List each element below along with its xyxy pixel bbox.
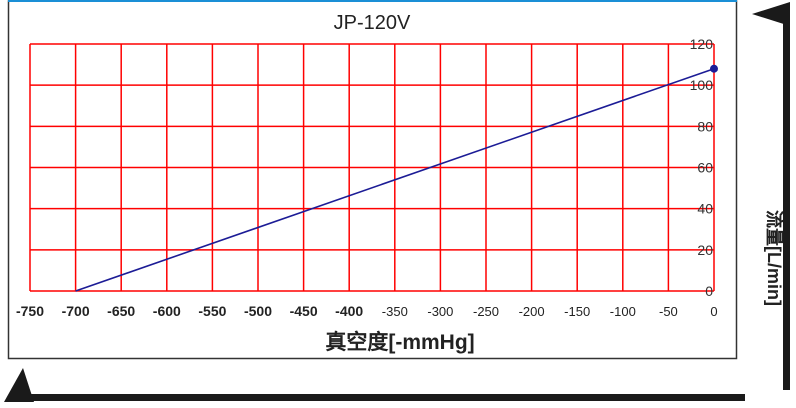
x-tick-label: 0 [710,304,717,319]
x-tick-label: -150 [564,304,590,319]
x-tick-label: -600 [153,303,181,319]
x-tick-label: -250 [473,304,499,319]
x-tick-label: -450 [290,303,318,319]
x-tick-label: -650 [107,303,135,319]
x-axis-label: 真空度[-mmHg] [325,330,474,354]
y-tick-label: 40 [697,201,713,217]
x-tick-label: -100 [610,304,636,319]
right-arrow-shaft [783,10,790,390]
series [75,64,718,292]
x-tick-label: -750 [16,303,44,319]
y-tick-label: 100 [690,77,714,93]
x-tick-label: -50 [659,304,678,319]
x-tick-label: -200 [519,304,545,319]
data-point-marker [710,64,718,73]
y-tick-label: 20 [697,242,713,258]
x-tick-label: -550 [198,303,226,319]
y-tick-label: 80 [697,118,713,134]
y-axis-label: 流量[L/min] [764,210,785,306]
y-tick-labels: 0 20 40 60 80 100 120 [690,36,714,299]
x-tick-label: -300 [427,304,453,319]
y-tick-label: 60 [697,160,713,176]
y-tick-label: 120 [690,36,714,52]
right-arrow-head-icon [752,2,790,26]
x-tick-labels: -750 -700 -650 -600 -550 -500 -450 -400 -350 -300… [16,303,718,319]
x-tick-label: -700 [62,303,90,319]
bottom-arrow-head-icon [4,368,34,402]
chart-title: JP-120V [334,12,411,34]
y-tick-label: 0 [705,283,713,299]
series-line [75,67,715,292]
bottom-arrow-shaft [14,394,745,401]
x-tick-label: -350 [382,304,408,319]
x-tick-label: -400 [335,303,363,319]
x-tick-label: -500 [244,303,272,319]
grid [29,43,715,292]
chart-frame [7,0,738,360]
